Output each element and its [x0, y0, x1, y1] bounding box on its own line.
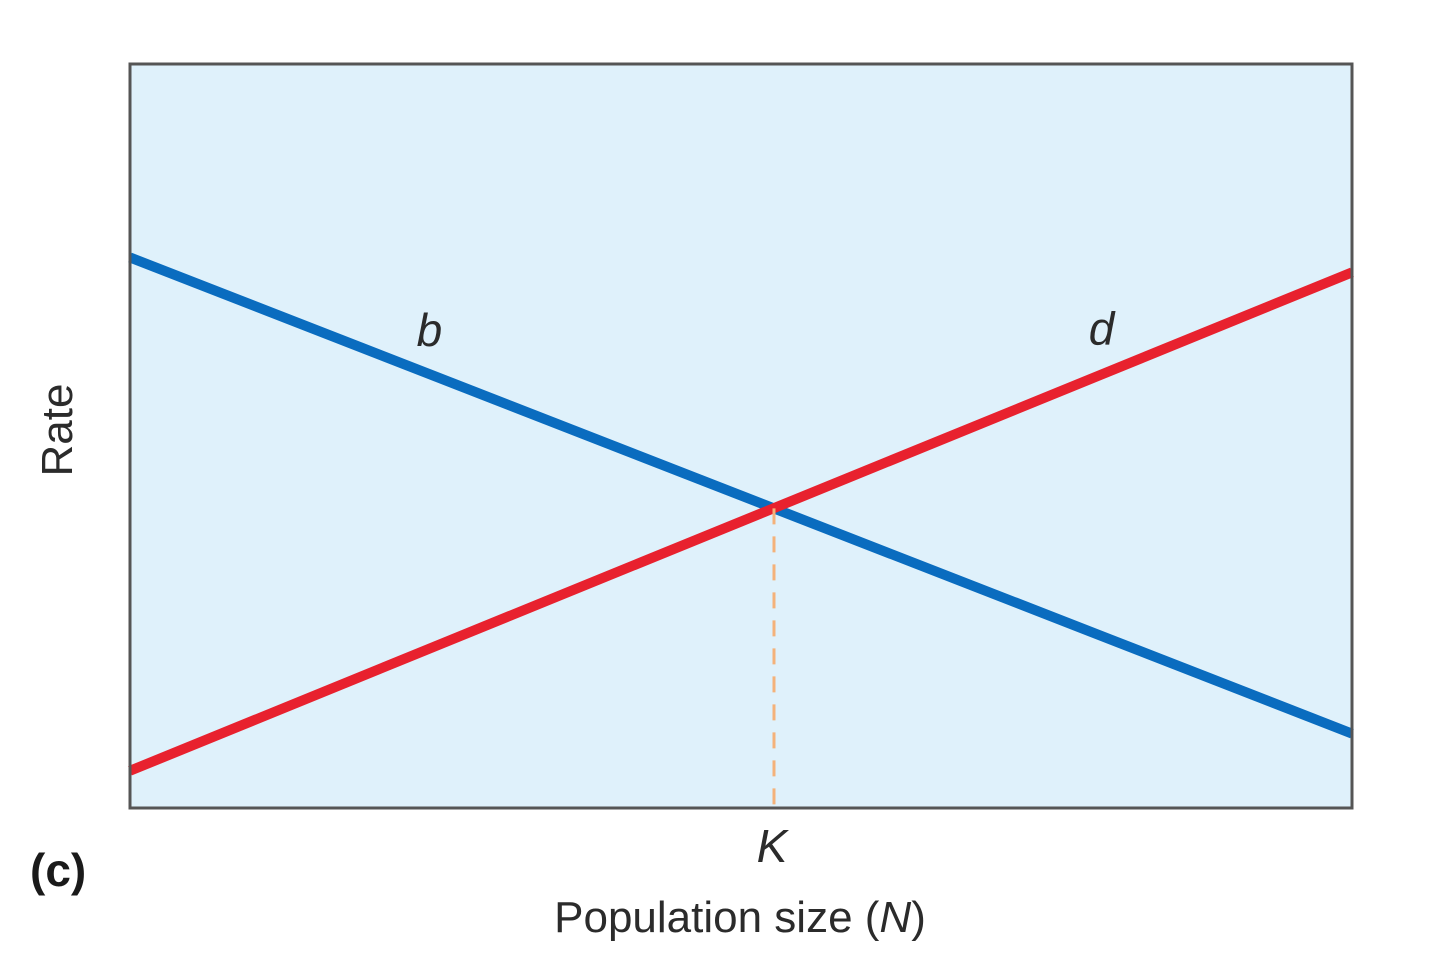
x-axis-label-suffix: )	[911, 893, 926, 942]
panel-label: (c)	[30, 844, 86, 896]
series-line-d	[128, 267, 1354, 776]
series-label-d: d	[1089, 303, 1116, 355]
x-axis-label: Population size (N)	[554, 893, 926, 942]
series-label-b: b	[417, 304, 443, 356]
plot-frame	[128, 62, 1354, 810]
k-tick-label: K	[757, 820, 790, 872]
x-axis-label-variable: N	[879, 893, 911, 942]
y-axis-label: Rate	[33, 384, 82, 477]
series-line-b	[128, 252, 1354, 739]
x-axis-label-prefix: Population size (	[554, 893, 880, 942]
